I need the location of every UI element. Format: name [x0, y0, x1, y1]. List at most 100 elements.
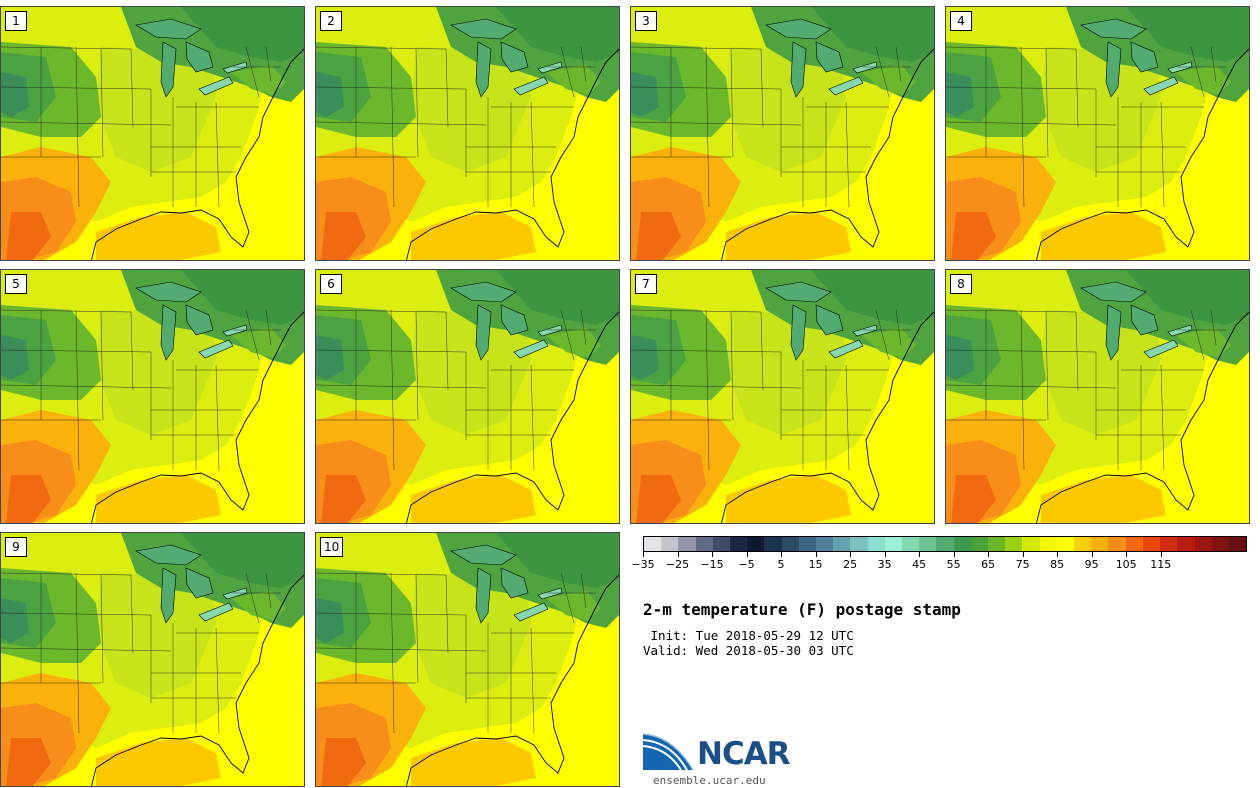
ensemble-member-panel: 7	[630, 269, 935, 524]
colorbar-tick-label: 65	[981, 558, 996, 571]
temperature-map	[1, 7, 304, 260]
ensemble-member-panel: 9	[0, 532, 305, 787]
colorbar-tick	[781, 552, 783, 557]
colorbar-swatch	[902, 537, 920, 551]
ncar-logo: NCAR	[643, 732, 803, 772]
colorbar-tick-label: −5	[738, 558, 755, 571]
temperature-map	[946, 270, 1249, 523]
colorbar-swatch	[970, 537, 989, 551]
colorbar-swatch	[747, 537, 765, 551]
chart-title: 2-m temperature (F) postage stamp	[643, 600, 961, 619]
colorbar-swatch	[644, 537, 662, 551]
colorbar-tick-label: 55	[946, 558, 961, 571]
colorbar-tick-label: 95	[1084, 558, 1099, 571]
temperature-map	[946, 7, 1249, 260]
colorbar-tick-label: 5	[777, 558, 785, 571]
colorbar-swatch	[661, 537, 679, 551]
colorbar-tick-label: 115	[1150, 558, 1172, 571]
colorbar-swatch	[936, 537, 954, 551]
ncar-logo-icon	[643, 732, 695, 772]
colorbar-swatch	[1211, 537, 1229, 551]
colorbar-swatch	[953, 537, 971, 551]
colorbar-tick-label: 45	[912, 558, 927, 571]
temperature-map	[316, 533, 619, 786]
member-number-label: 6	[320, 274, 342, 294]
colorbar-tick-label: 75	[1015, 558, 1030, 571]
temperature-map	[631, 270, 934, 523]
ensemble-member-panel: 4	[945, 6, 1250, 261]
member-number-label: 8	[950, 274, 972, 294]
colorbar-tick	[746, 552, 748, 557]
temperature-colorbar: −35 −25 −15 −5 5 15 25 35 45 55 65 75 85 95 105 115	[631, 536, 1247, 576]
colorbar-tick	[850, 552, 852, 557]
temperature-map	[316, 270, 619, 523]
colorbar-swatch	[884, 537, 903, 551]
colorbar-tick-label: 15	[808, 558, 823, 571]
colorbar-swatch	[764, 537, 782, 551]
colorbar-swatch	[712, 537, 731, 551]
colorbar-tick	[712, 552, 714, 557]
ensemble-member-panel: 8	[945, 269, 1250, 524]
colorbar-tick-label: 105	[1115, 558, 1137, 571]
colorbar-swatch	[798, 537, 817, 551]
member-number-label: 2	[320, 11, 342, 31]
member-number-label: 9	[5, 537, 27, 557]
member-number-label: 5	[5, 274, 27, 294]
colorbar-tick	[1057, 552, 1059, 557]
colorbar-swatches	[643, 536, 1247, 552]
ensemble-member-panel: 5	[0, 269, 305, 524]
colorbar-tick	[884, 552, 886, 557]
colorbar-tick	[1160, 552, 1162, 557]
ensemble-member-panel: 2	[315, 6, 620, 261]
colorbar-tick	[677, 552, 679, 557]
member-number-label: 3	[635, 11, 657, 31]
colorbar-swatch	[988, 537, 1006, 551]
colorbar-swatch	[1108, 537, 1126, 551]
colorbar-swatch	[1091, 537, 1109, 551]
ncar-logo-text: NCAR	[697, 736, 791, 772]
colorbar-swatch	[850, 537, 868, 551]
member-number-label: 7	[635, 274, 657, 294]
colorbar-swatch	[833, 537, 851, 551]
colorbar-swatch	[1228, 537, 1247, 551]
colorbar-swatch	[1160, 537, 1178, 551]
colorbar-tick	[643, 552, 644, 557]
member-number-label: 10	[320, 537, 344, 557]
colorbar-swatch	[1005, 537, 1023, 551]
colorbar-ticks: −35 −25 −15 −5 5 15 25 35 45 55 65 75 85 95 105 115	[631, 552, 1247, 576]
colorbar-swatch	[1022, 537, 1040, 551]
logo-url-text: ensemble.ucar.edu	[653, 774, 766, 787]
ensemble-member-panel: 3	[630, 6, 935, 261]
colorbar-swatch	[1177, 537, 1195, 551]
colorbar-swatch	[816, 537, 834, 551]
temperature-map	[1, 533, 304, 786]
ensemble-member-panel: 10	[315, 532, 620, 787]
colorbar-swatch	[1142, 537, 1161, 551]
temperature-map	[316, 7, 619, 260]
colorbar-tick	[1091, 552, 1093, 557]
colorbar-tick	[919, 552, 921, 557]
colorbar-swatch	[1039, 537, 1057, 551]
colorbar-swatch	[1194, 537, 1212, 551]
ensemble-member-panel: 6	[315, 269, 620, 524]
temperature-map	[1, 270, 304, 523]
init-time-text: Init: Tue 2018-05-29 12 UTC	[643, 628, 854, 643]
colorbar-tick-label: −25	[665, 558, 690, 571]
valid-time-text: Valid: Wed 2018-05-30 03 UTC	[643, 643, 854, 658]
colorbar-tick	[953, 552, 955, 557]
colorbar-tick-label: 85	[1050, 558, 1065, 571]
colorbar-tick-label: −15	[700, 558, 724, 571]
member-number-label: 4	[950, 11, 972, 31]
colorbar-swatch	[867, 537, 885, 551]
colorbar-swatch	[730, 537, 748, 551]
colorbar-tick	[1126, 552, 1128, 557]
colorbar-tick	[988, 552, 990, 557]
colorbar-tick	[1022, 552, 1024, 557]
colorbar-swatch	[678, 537, 696, 551]
ensemble-member-panel: 1	[0, 6, 305, 261]
colorbar-swatch	[1056, 537, 1075, 551]
colorbar-swatch	[781, 537, 799, 551]
colorbar-swatch	[1125, 537, 1143, 551]
colorbar-tick-label: 25	[843, 558, 858, 571]
colorbar-swatch	[919, 537, 937, 551]
